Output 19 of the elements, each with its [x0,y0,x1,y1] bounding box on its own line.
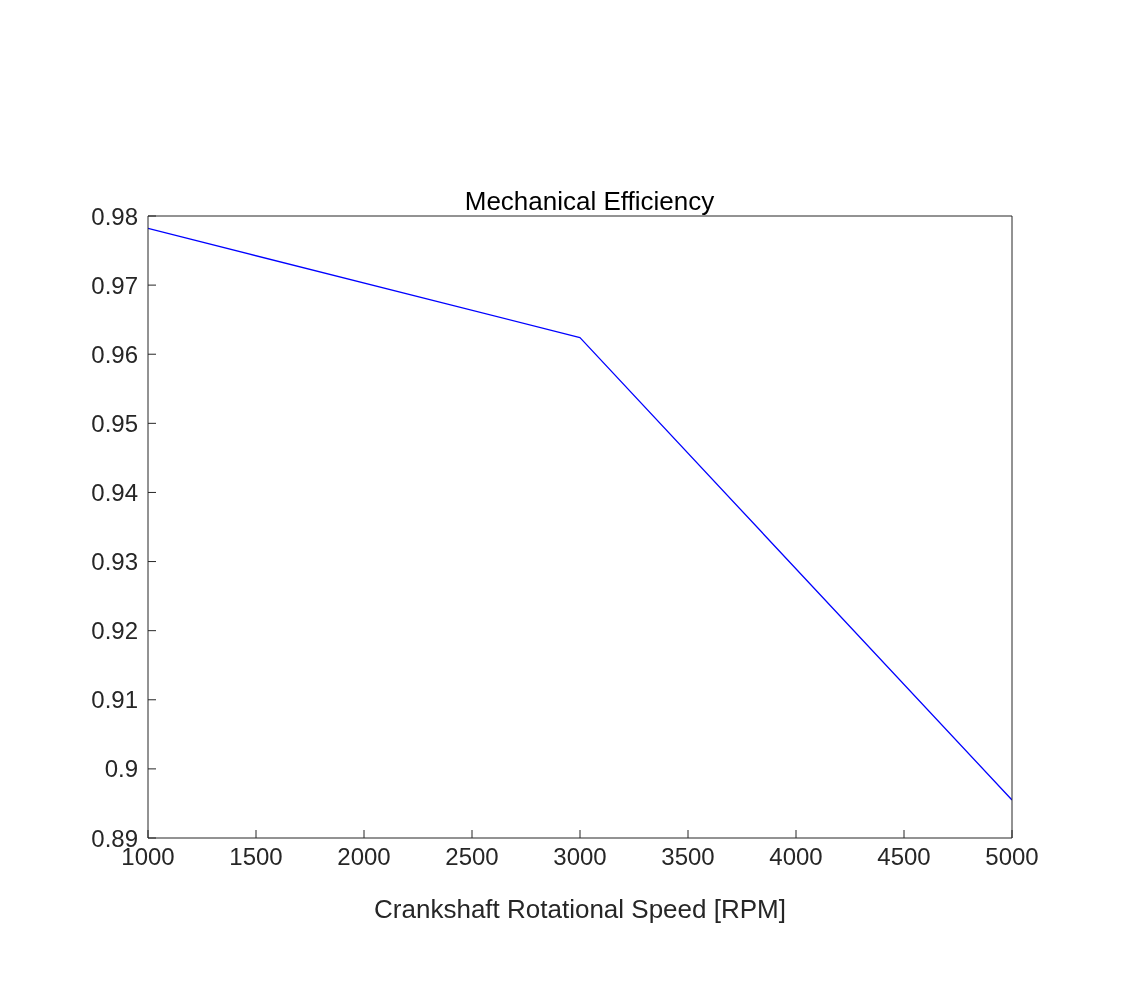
x-tick-label: 4500 [877,843,931,871]
chart-title: Mechanical Efficiency [464,186,715,216]
y-tick-label: 0.98 [91,202,138,230]
y-tick-label: 0.93 [91,548,138,576]
x-axis-title: Crankshaft Rotational Speed [RPM] [374,894,786,924]
x-tick-label: 3000 [553,843,607,871]
x-tick-label: 2000 [337,843,391,871]
x-tick-label: 5000 [985,843,1039,871]
x-tick-label: 1500 [229,843,283,871]
y-tick-label: 0.95 [91,409,138,437]
y-tick-label: 0.97 [91,271,138,299]
x-tick-label: 3500 [661,843,715,871]
x-tick-label: 2500 [445,843,499,871]
y-tick-label: 0.91 [91,686,138,714]
x-tick-label: 4000 [769,843,823,871]
y-tick-label: 0.9 [104,755,138,783]
y-tick-label: 0.94 [91,478,138,506]
y-tick-label: 0.96 [91,340,138,368]
y-tick-label: 0.92 [91,617,138,645]
